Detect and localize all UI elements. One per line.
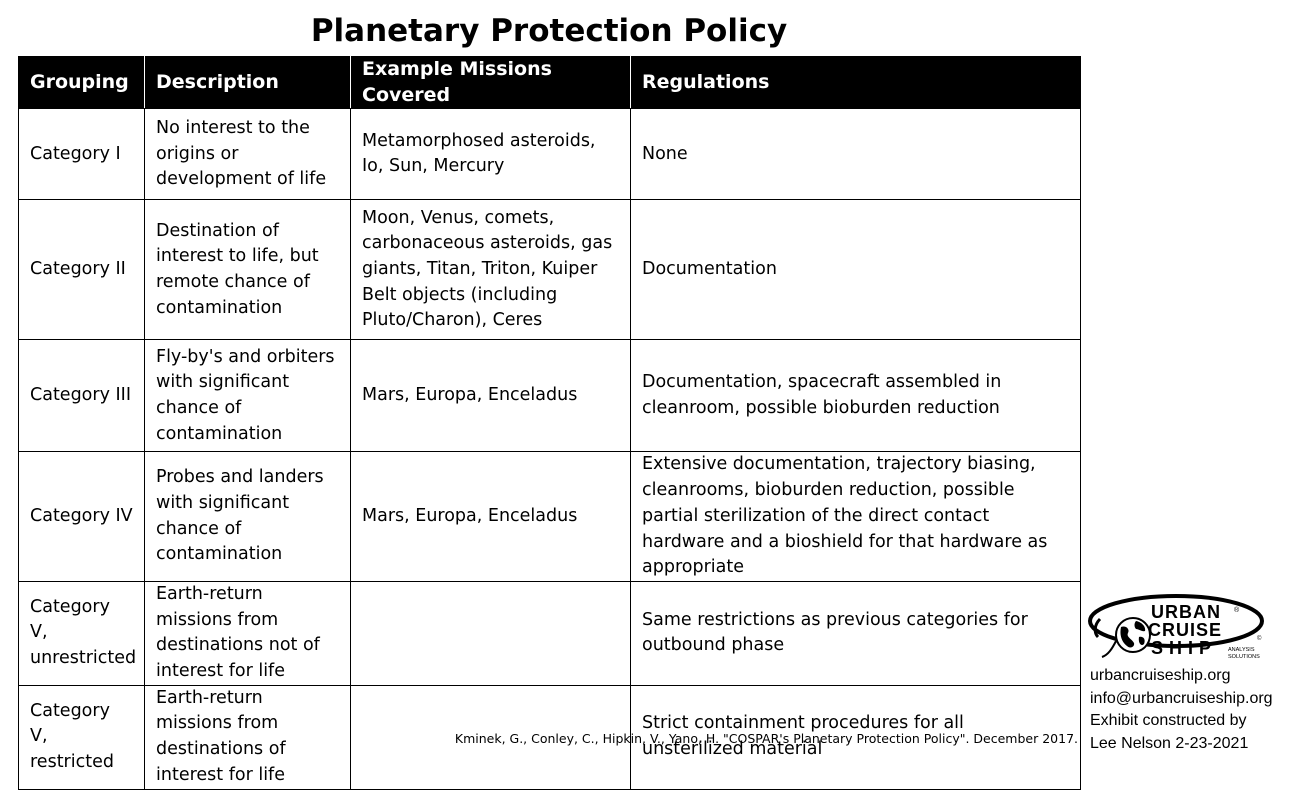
description-cell: Earth-return missions from destinations … (144, 580, 351, 686)
table-row: Category III Fly-by's and orbiters with … (18, 339, 1081, 453)
table-row: Category V, unrestricted Earth-return mi… (18, 580, 1081, 686)
grouping-cell: Category I (18, 108, 145, 201)
policy-table: Grouping Description Example Missions Co… (18, 55, 1081, 790)
grouping-cell: Category V, unrestricted (18, 580, 145, 686)
examples-cell: Mars, Europa, Enceladus (350, 339, 631, 453)
regulations-cell: Extensive documentation, trajectory bias… (630, 451, 1081, 582)
column-header-description: Description (144, 55, 351, 110)
regulations-cell: None (630, 108, 1081, 201)
credit-author-date: Lee Nelson 2-23-2021 (1090, 734, 1249, 752)
urban-cruise-ship-logo: URBAN CRUISE SHIP ® © ANALYSIS SOLUTIONS (1088, 594, 1264, 660)
description-cell: Probes and landers with significant chan… (144, 451, 351, 582)
table-row: Category I No interest to the origins or… (18, 108, 1081, 201)
grouping-cell: Category II (18, 199, 145, 341)
column-header-example-missions: Example Missions Covered (350, 55, 631, 110)
logo-line-urban: URBAN (1151, 602, 1221, 622)
examples-cell: Mars, Europa, Enceladus (350, 451, 631, 582)
globe-icon (1093, 617, 1151, 658)
column-header-grouping: Grouping (18, 55, 145, 110)
table-row: Category IV Probes and landers with sign… (18, 451, 1081, 582)
regulations-cell: Documentation, spacecraft assembled in c… (630, 339, 1081, 453)
grouping-cell: Category IV (18, 451, 145, 582)
column-header-regulations: Regulations (630, 55, 1081, 110)
contact-block: urbancruiseship.org info@urbancruiseship… (1090, 665, 1273, 755)
description-cell: Fly-by's and orbiters with significant c… (144, 339, 351, 453)
regulations-cell: Documentation (630, 199, 1081, 341)
citation-text: Kminek, G., Conley, C., Hipkin, V., Yano… (454, 731, 1078, 746)
logo-line-cruise: CRUISE (1148, 620, 1222, 640)
logo-line-ship: SHIP (1151, 638, 1217, 658)
examples-cell (350, 580, 631, 686)
logo-solutions: SOLUTIONS (1228, 654, 1260, 660)
page-title: Planetary Protection Policy (310, 13, 788, 49)
email-link[interactable]: info@urbancruiseship.org (1090, 689, 1273, 707)
grouping-cell: Category V, restricted (18, 684, 145, 790)
description-cell: Destination of interest to life, but rem… (144, 199, 351, 341)
logo-copyright-mark: © (1257, 635, 1262, 642)
logo-analysis: ANALYSIS (1228, 647, 1255, 653)
description-cell: No interest to the origins or developmen… (144, 108, 351, 201)
regulations-cell: Same restrictions as previous categories… (630, 580, 1081, 686)
examples-cell: Moon, Venus, comets, carbonaceous astero… (350, 199, 631, 341)
credit-line: Exhibit constructed by (1090, 712, 1247, 729)
examples-cell: Metamorphosed asteroids, Io, Sun, Mercur… (350, 108, 631, 201)
grouping-cell: Category III (18, 339, 145, 453)
table-row: Category II Destination of interest to l… (18, 199, 1081, 341)
table-header-row: Grouping Description Example Missions Co… (18, 55, 1081, 110)
logo-registered-mark: ® (1234, 606, 1240, 614)
website-link[interactable]: urbancruiseship.org (1090, 667, 1231, 684)
